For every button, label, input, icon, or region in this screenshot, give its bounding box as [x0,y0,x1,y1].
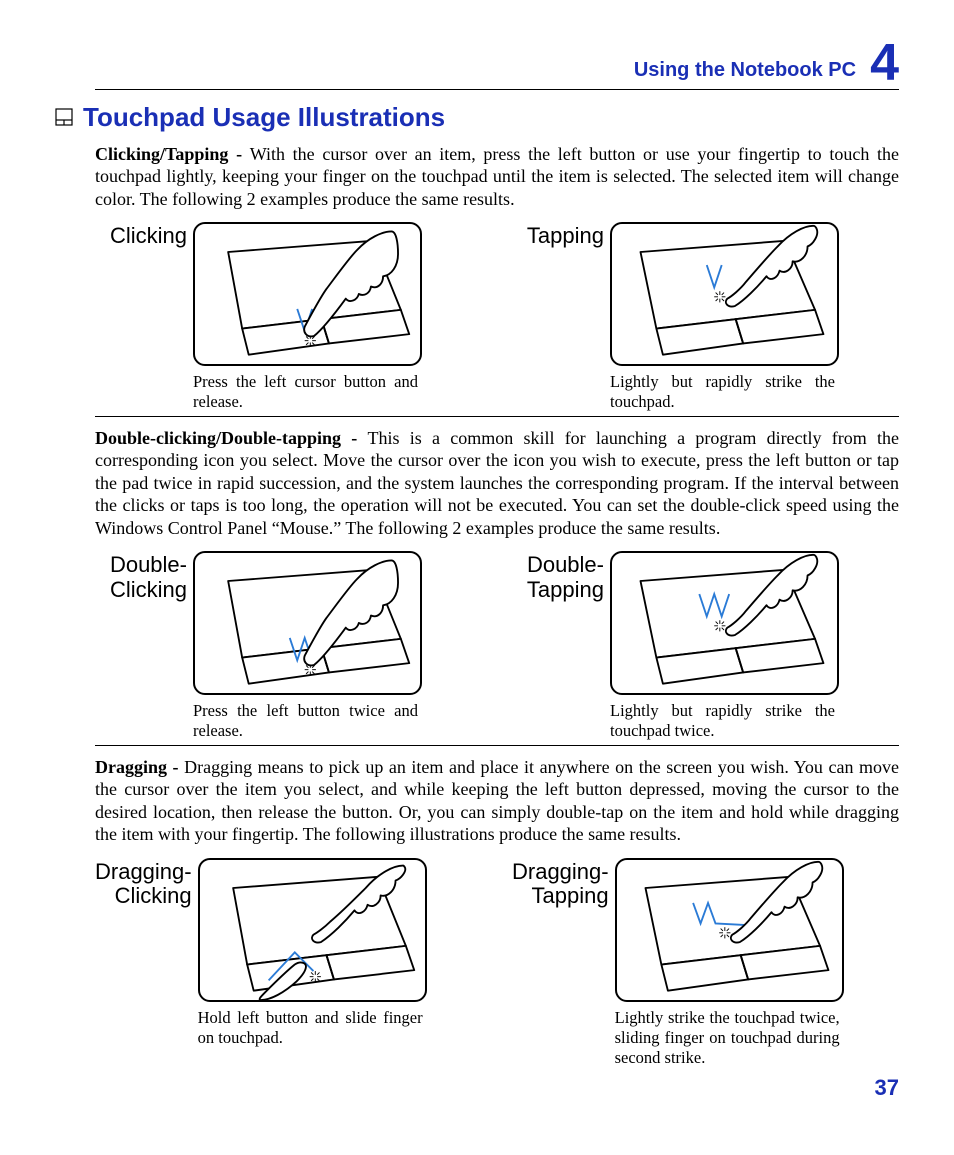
p3-body: Dragging means to pick up an item and pl… [95,757,899,845]
label-dbltapping: Double-Tapping [512,551,610,601]
row-1: Clicking Press the left cursor button an… [55,222,899,412]
chapter-number: 4 [870,40,899,87]
caption-dbltapping: Lightly but rapidly strike the touchpad … [610,701,835,741]
cell-dbltapping: Double-Tapping Lightly but rapidly strik… [512,551,899,741]
touchpad-icon [55,108,73,126]
caption-dblclicking: Press the left button twice and release. [193,701,418,741]
paragraph-doubleclick: Double-clicking/Double-tapping - This is… [55,427,899,540]
illus-dragtapping [615,858,844,1002]
caption-dragtapping: Lightly strike the touchpad twice, slidi… [615,1008,840,1067]
paragraph-clicking: Clicking/Tapping - With the cursor over … [55,143,899,211]
caption-tapping: Lightly but rapidly strike the touchpad. [610,372,835,412]
page-header: Using the Notebook PC 4 [95,40,899,90]
illus-clicking [193,222,422,366]
row-2: Double-Clicking Press the left button tw… [55,551,899,741]
illus-dragclicking [198,858,427,1002]
cell-clicking: Clicking Press the left cursor button an… [95,222,482,412]
page: Using the Notebook PC 4 Touchpad Usage I… [0,0,954,1155]
divider-1 [95,416,899,417]
cell-dblclicking: Double-Clicking Press the left button tw… [95,551,482,741]
illus-tapping [610,222,839,366]
illus-dblclicking [193,551,422,695]
illus-dbltapping [610,551,839,695]
section-title-row: Touchpad Usage Illustrations [55,102,899,133]
label-clicking: Clicking [95,222,193,248]
label-dblclicking: Double-Clicking [95,551,193,601]
cell-tapping: Tapping Lightly but rapidly strike the t… [512,222,899,412]
paragraph-dragging: Dragging - Dragging means to pick up an … [55,756,899,846]
row-3: Dragging-Clicking Hold left button and s… [55,858,899,1067]
page-number: 37 [875,1075,899,1101]
p2-lead: Double-clicking/Double-tapping - [95,428,368,448]
divider-2 [95,745,899,746]
label-dragclicking: Dragging-Clicking [95,858,198,908]
label-dragtapping: Dragging-Tapping [512,858,615,908]
label-tapping: Tapping [512,222,610,248]
section-title: Touchpad Usage Illustrations [83,102,445,133]
cell-dragclicking: Dragging-Clicking Hold left button and s… [95,858,482,1067]
p1-lead: Clicking/Tapping - [95,144,250,164]
caption-dragclicking: Hold left button and slide finger on tou… [198,1008,423,1048]
header-title: Using the Notebook PC [634,59,856,82]
cell-dragtapping: Dragging-Tapping Lightly strike the touc… [512,858,899,1067]
p3-lead: Dragging - [95,757,184,777]
caption-clicking: Press the left cursor button and release… [193,372,418,412]
